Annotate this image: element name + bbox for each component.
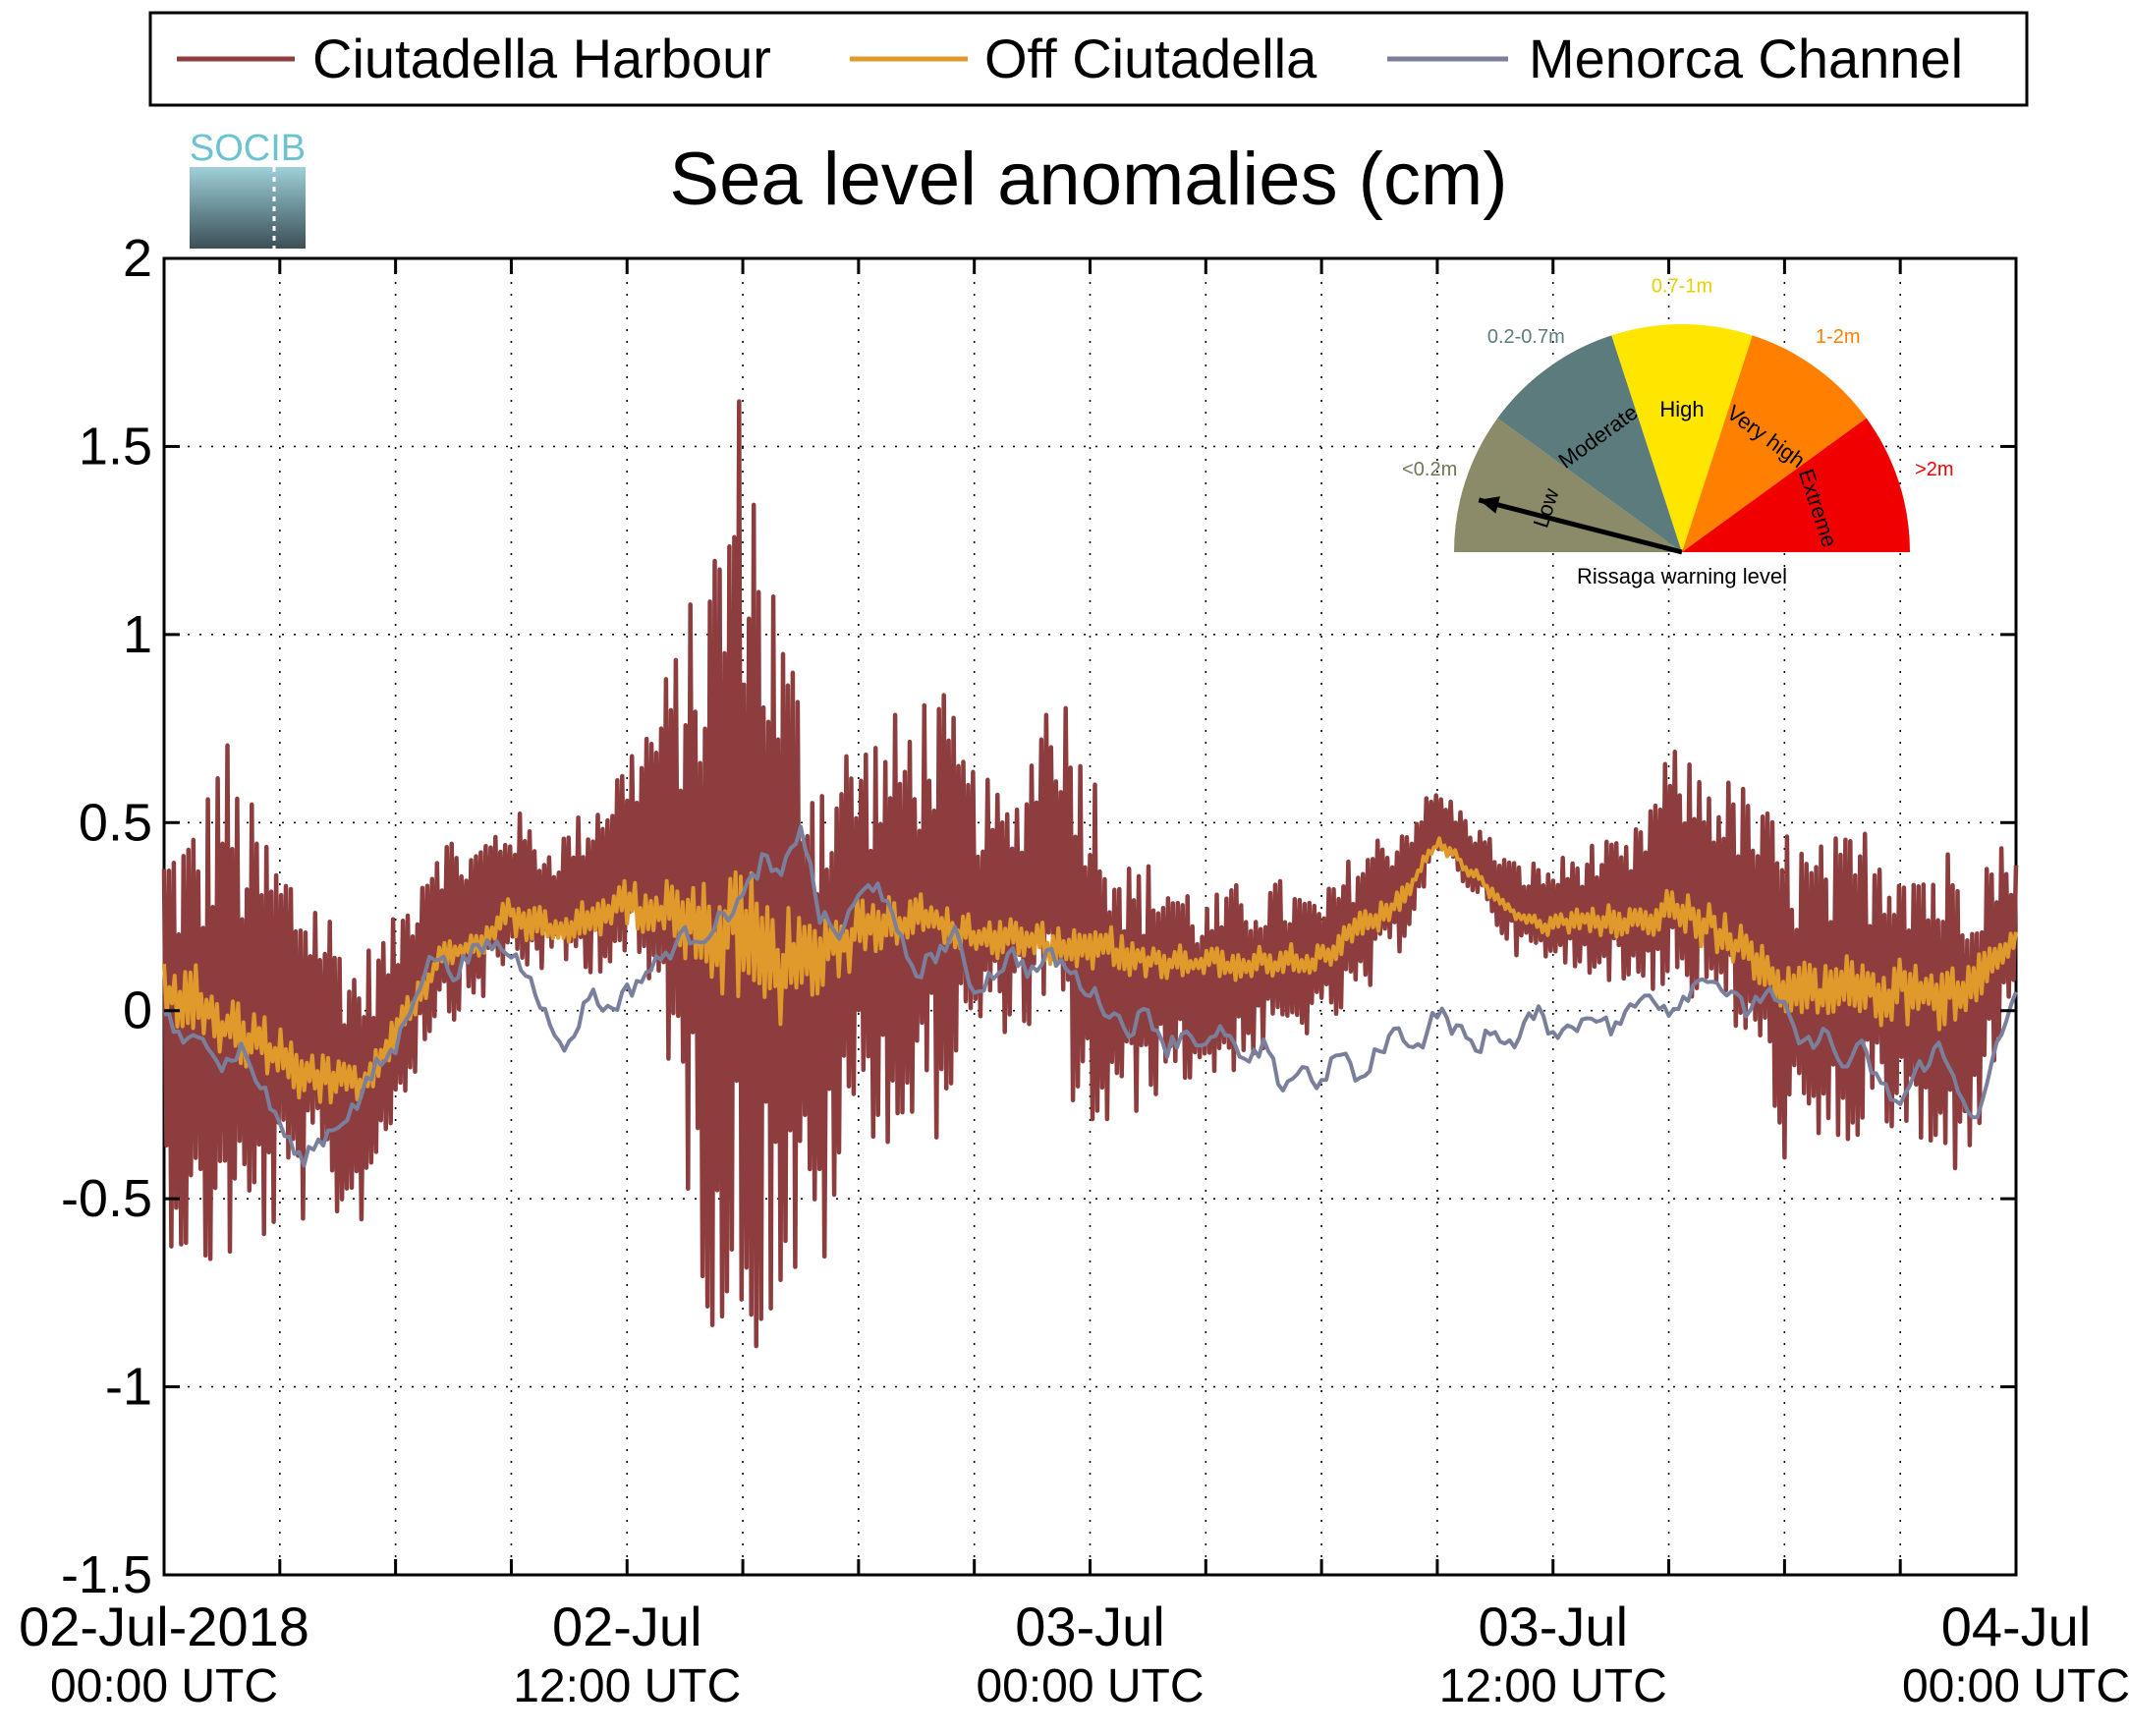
legend-label-off-ciutadella: Off Ciutadella — [984, 28, 1317, 89]
x-tick-label-time: 00:00 UTC — [1902, 1660, 2129, 1712]
x-tick-label-time: 00:00 UTC — [50, 1660, 278, 1712]
gauge-range-label-low: <0.2m — [1402, 459, 1457, 480]
y-tick-label: 1.5 — [79, 417, 152, 476]
series-layer — [161, 399, 2019, 1349]
socib-logo: SOCIB — [190, 128, 306, 249]
gridlines — [164, 258, 2016, 1575]
gauge-segment-low — [1454, 418, 1682, 552]
gauge-needle-head — [1479, 496, 1500, 514]
legend-item-menorca-channel: Menorca Channel — [1387, 28, 1963, 89]
gauge-caption: Rissaga warning level — [1577, 564, 1787, 588]
gauge-segment-high — [1611, 324, 1753, 552]
series-line-menorca-channel — [163, 824, 2018, 1168]
gauge-segment-extreme — [1682, 418, 1910, 552]
y-tick-label: 0.5 — [79, 793, 152, 852]
socib-logo-mark — [190, 167, 306, 249]
y-tick-label: -0.5 — [61, 1169, 152, 1228]
gauge-range-label-extreme: >2m — [1915, 459, 1953, 480]
x-tick-label-time: 00:00 UTC — [976, 1660, 1204, 1712]
y-tick-labels: -1.5 -1 -0.5 0 0.5 1 1.5 2 — [61, 229, 152, 1604]
y-tick-label: 2 — [123, 229, 152, 288]
x-tick-label-date: 04-Jul — [1941, 1596, 2092, 1657]
x-tick-label-date: 03-Jul — [1478, 1596, 1628, 1657]
gauge-needle-line — [1478, 497, 1683, 555]
y-tick-label: 1 — [123, 605, 152, 664]
x-tick-label-time: 12:00 UTC — [1439, 1660, 1667, 1712]
gauge-segment-label-high: High — [1659, 397, 1704, 421]
legend-item-ciutadella-harbour: Ciutadella Harbour — [177, 28, 771, 89]
legend: Ciutadella Harbour Off Ciutadella Menorc… — [148, 11, 2029, 107]
gauge-range-label-moderate: 0.2-0.7m — [1487, 326, 1565, 348]
legend-label-ciutadella-harbour: Ciutadella Harbour — [312, 28, 771, 89]
gauge-range-label-very-high: 1-2m — [1816, 326, 1861, 348]
gauge-segment-moderate — [1497, 335, 1682, 552]
x-tick-label-date: 02-Jul-2018 — [19, 1596, 309, 1657]
y-tick-label: -1.5 — [61, 1545, 152, 1604]
socib-logo-text: SOCIB — [190, 128, 306, 169]
gauge-range-label-high: 0.7-1m — [1652, 275, 1712, 297]
chart-title: Sea level anomalies (cm) — [669, 138, 1507, 221]
x-tick-label-time: 12:00 UTC — [513, 1660, 741, 1712]
gauge-segment-very-high — [1682, 335, 1867, 552]
gauge-segments — [1454, 324, 1910, 552]
legend-frame — [148, 11, 2029, 107]
gauge-needle — [1478, 496, 1683, 555]
legend-label-menorca-channel: Menorca Channel — [1529, 28, 1963, 89]
x-tick-label-date: 02-Jul — [552, 1596, 702, 1657]
y-tick-label: 0 — [123, 981, 152, 1040]
y-tick-label: -1 — [105, 1358, 152, 1417]
x-tick-label-date: 03-Jul — [1015, 1596, 1165, 1657]
axis-ticks — [162, 256, 2018, 1577]
legend-item-off-ciutadella: Off Ciutadella — [850, 28, 1317, 89]
